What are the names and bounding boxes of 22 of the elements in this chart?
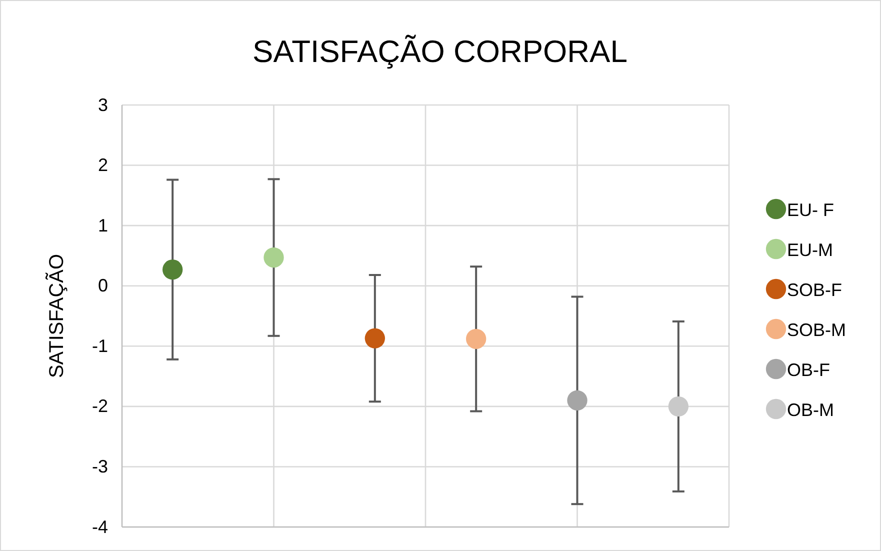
point <box>466 328 486 349</box>
point <box>567 390 588 410</box>
legend-label: OB-F <box>787 360 830 380</box>
point <box>668 396 689 416</box>
y-tick-label: -3 <box>92 456 108 476</box>
legend-label: SOB-M <box>787 320 846 340</box>
point <box>364 328 386 348</box>
y-tick-label: 3 <box>98 94 108 115</box>
legend-label: EU-M <box>787 240 833 260</box>
y-tick-label: -2 <box>92 396 108 416</box>
y-tick-label: -4 <box>92 516 108 537</box>
legend-label: SOB-F <box>787 280 842 300</box>
legend-label: EU- F <box>787 200 834 220</box>
point <box>162 260 183 280</box>
y-axis-title: SATISFAÇÃO <box>45 254 68 378</box>
legend-label: OB-M <box>787 400 834 420</box>
y-tick-label: 1 <box>98 215 108 236</box>
y-tick-label: 0 <box>98 276 108 296</box>
y-tick-label: -1 <box>92 336 108 356</box>
chart-title: SATISFAÇÃO CORPORAL <box>252 34 628 69</box>
y-tick-label: 2 <box>98 155 108 176</box>
point <box>264 247 284 268</box>
